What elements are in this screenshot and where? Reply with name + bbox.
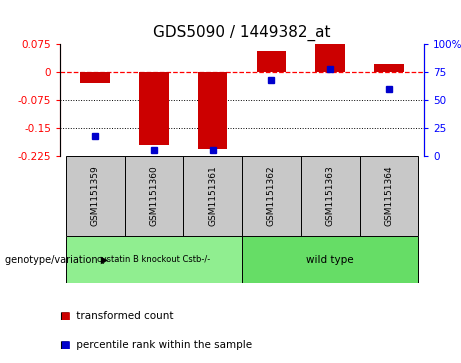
- Bar: [139, 72, 169, 145]
- Bar: [81, 72, 110, 83]
- Bar: [360, 156, 418, 236]
- Text: genotype/variation ▶: genotype/variation ▶: [5, 254, 108, 265]
- Text: GSM1151360: GSM1151360: [149, 166, 159, 227]
- Text: GSM1151359: GSM1151359: [91, 166, 100, 227]
- Text: cystatin B knockout Cstb-/-: cystatin B knockout Cstb-/-: [97, 255, 211, 264]
- Bar: [66, 236, 242, 283]
- Bar: [242, 156, 301, 236]
- Text: GSM1151361: GSM1151361: [208, 166, 217, 227]
- Text: ■  percentile rank within the sample: ■ percentile rank within the sample: [60, 340, 252, 350]
- Text: ■: ■: [60, 311, 70, 321]
- Text: GSM1151364: GSM1151364: [384, 166, 393, 227]
- Bar: [374, 64, 403, 72]
- Bar: [66, 156, 124, 236]
- Bar: [198, 72, 227, 148]
- Text: ■  transformed count: ■ transformed count: [60, 311, 173, 321]
- Bar: [315, 44, 345, 72]
- Text: GSM1151362: GSM1151362: [267, 166, 276, 227]
- Bar: [124, 156, 183, 236]
- Text: GSM1151363: GSM1151363: [325, 166, 335, 227]
- Bar: [257, 51, 286, 72]
- Bar: [242, 236, 418, 283]
- Bar: [301, 156, 360, 236]
- Title: GDS5090 / 1449382_at: GDS5090 / 1449382_at: [153, 25, 331, 41]
- Text: ■: ■: [60, 340, 70, 350]
- Text: wild type: wild type: [306, 254, 354, 265]
- Bar: [183, 156, 242, 236]
